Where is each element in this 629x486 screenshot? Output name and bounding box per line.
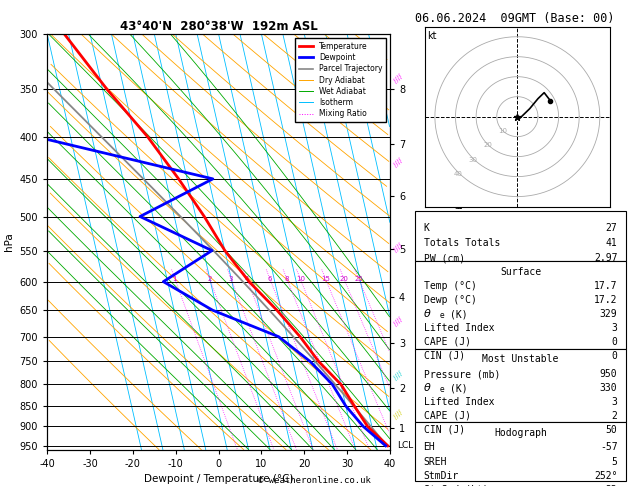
Bar <box>415 349 626 422</box>
Bar <box>415 261 626 349</box>
Text: K: K <box>423 223 430 233</box>
Text: e: e <box>440 312 444 320</box>
Text: 20: 20 <box>340 276 348 282</box>
Text: km
ASL: km ASL <box>435 34 453 55</box>
Text: SREH: SREH <box>423 457 447 467</box>
Text: Mixing Ratio (g/kg): Mixing Ratio (g/kg) <box>454 181 463 261</box>
Text: kt: kt <box>426 31 436 41</box>
Text: 2: 2 <box>208 276 212 282</box>
Text: CIN (J): CIN (J) <box>423 351 465 361</box>
Text: 3: 3 <box>611 397 618 407</box>
Text: 3: 3 <box>611 323 618 333</box>
Text: StmSpd (kt): StmSpd (kt) <box>423 485 488 486</box>
Text: ////: //// <box>393 370 404 381</box>
Text: ////: //// <box>393 315 404 327</box>
Text: CAPE (J): CAPE (J) <box>423 411 470 421</box>
Text: © weatheronline.co.uk: © weatheronline.co.uk <box>258 476 371 485</box>
Bar <box>415 211 626 261</box>
Text: 4: 4 <box>245 276 249 282</box>
Text: 20: 20 <box>483 142 492 148</box>
Text: 2: 2 <box>611 411 618 421</box>
Text: 27: 27 <box>606 223 618 233</box>
Text: 50: 50 <box>606 425 618 434</box>
Text: 17.7: 17.7 <box>594 281 618 292</box>
Text: Totals Totals: Totals Totals <box>423 238 500 248</box>
Text: θ: θ <box>423 310 430 319</box>
Text: (K): (K) <box>450 310 467 319</box>
Text: Dewp (°C): Dewp (°C) <box>423 295 476 305</box>
Text: LCL: LCL <box>397 441 413 451</box>
Text: e: e <box>440 385 444 394</box>
Text: Lifted Index: Lifted Index <box>423 397 494 407</box>
Text: 30: 30 <box>469 157 477 163</box>
Legend: Temperature, Dewpoint, Parcel Trajectory, Dry Adiabat, Wet Adiabat, Isotherm, Mi: Temperature, Dewpoint, Parcel Trajectory… <box>295 38 386 122</box>
Text: Hodograph: Hodograph <box>494 428 547 437</box>
Text: 330: 330 <box>600 383 618 393</box>
Text: ////: //// <box>393 157 404 168</box>
Text: 329: 329 <box>600 310 618 319</box>
Text: ////: //// <box>393 409 404 420</box>
Text: Most Unstable: Most Unstable <box>482 354 559 364</box>
Text: 0: 0 <box>611 337 618 347</box>
Text: 1: 1 <box>172 276 177 282</box>
Text: θ: θ <box>423 383 430 393</box>
Text: 10: 10 <box>296 276 304 282</box>
Text: 0: 0 <box>611 351 618 361</box>
Title: 43°40'N  280°38'W  192m ASL: 43°40'N 280°38'W 192m ASL <box>120 20 318 33</box>
Text: 6: 6 <box>267 276 272 282</box>
Text: 23: 23 <box>606 485 618 486</box>
Text: 06.06.2024  09GMT (Base: 00): 06.06.2024 09GMT (Base: 00) <box>415 12 615 25</box>
Text: Surface: Surface <box>500 266 541 277</box>
Text: 950: 950 <box>600 369 618 379</box>
Text: 17.2: 17.2 <box>594 295 618 305</box>
Text: 41: 41 <box>606 238 618 248</box>
Text: 2.97: 2.97 <box>594 253 618 263</box>
Text: Lifted Index: Lifted Index <box>423 323 494 333</box>
Bar <box>415 422 626 481</box>
Text: 40: 40 <box>454 171 462 177</box>
Text: PW (cm): PW (cm) <box>423 253 465 263</box>
Text: Temp (°C): Temp (°C) <box>423 281 476 292</box>
X-axis label: Dewpoint / Temperature (°C): Dewpoint / Temperature (°C) <box>144 474 293 484</box>
Text: (K): (K) <box>450 383 467 393</box>
Text: 15: 15 <box>321 276 330 282</box>
Text: EH: EH <box>423 442 435 452</box>
Text: 5: 5 <box>611 457 618 467</box>
Text: 10: 10 <box>498 128 507 134</box>
Y-axis label: hPa: hPa <box>4 232 14 251</box>
Text: 252°: 252° <box>594 471 618 481</box>
Text: ////: //// <box>393 73 404 84</box>
Text: 25: 25 <box>354 276 363 282</box>
Text: Pressure (mb): Pressure (mb) <box>423 369 500 379</box>
Text: ////: //// <box>393 242 404 253</box>
Text: CAPE (J): CAPE (J) <box>423 337 470 347</box>
Text: 8: 8 <box>284 276 289 282</box>
Text: 3: 3 <box>229 276 233 282</box>
Text: -57: -57 <box>600 442 618 452</box>
Text: CIN (J): CIN (J) <box>423 425 465 434</box>
Text: StmDir: StmDir <box>423 471 459 481</box>
